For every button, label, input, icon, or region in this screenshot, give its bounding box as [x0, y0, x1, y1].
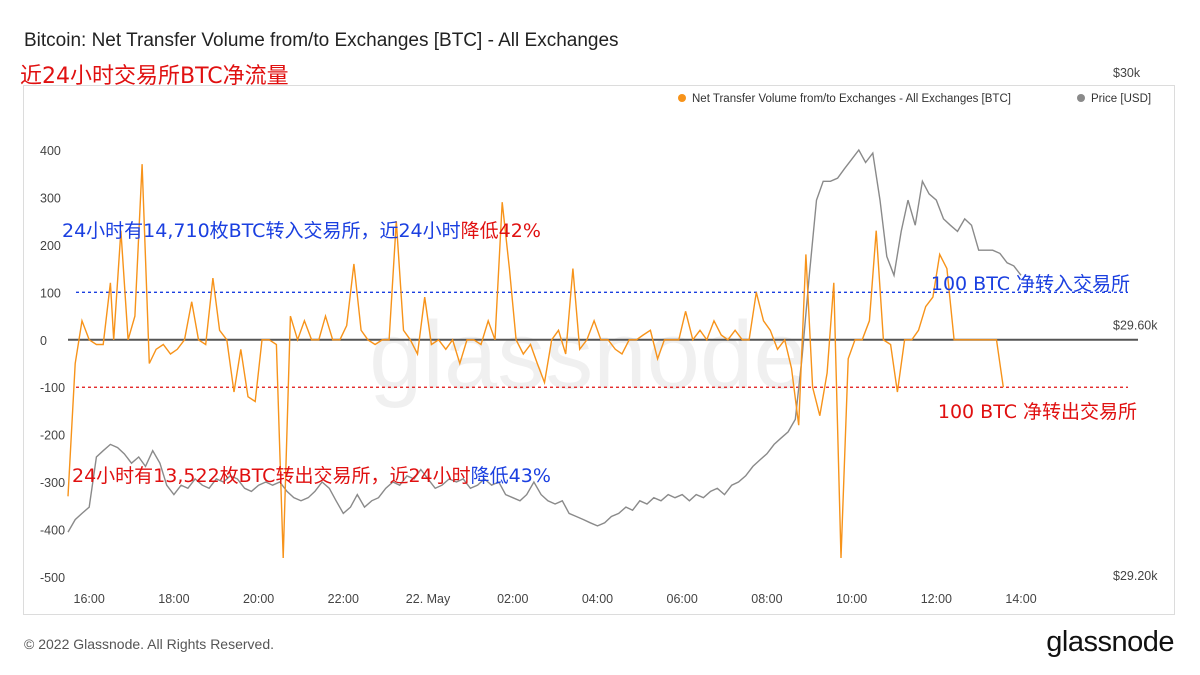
outflow-annotation-part2: 降低43%: [471, 465, 551, 487]
x-tick-label: 16:00: [74, 592, 105, 606]
y-tick-label: -500: [40, 571, 65, 585]
copyright-text: © 2022 Glassnode. All Rights Reserved.: [24, 636, 275, 652]
price-tick-label: $29.20k: [1113, 569, 1158, 583]
y-tick-label: 100: [40, 286, 61, 300]
legend-label-volume: Net Transfer Volume from/to Exchanges - …: [692, 93, 1011, 105]
legend-dot-volume: [678, 94, 686, 102]
inflow-annotation-part1: 24小时有14,710枚BTC转入交易所，近24小时: [62, 220, 461, 242]
legend-label-price: Price [USD]: [1091, 93, 1152, 105]
legend-dot-price: [1077, 94, 1085, 102]
y-tick-label: 300: [40, 191, 61, 205]
inflow-annotation-part2: 降低42%: [461, 220, 541, 242]
outflow-annotation: 24小时有13,522枚BTC转出交易所，近24小时降低43%: [72, 465, 551, 487]
y-tick-label: 400: [40, 144, 61, 158]
price-series-line: [67, 148, 1022, 533]
x-tick-label: 06:00: [667, 592, 698, 606]
chart-title: Bitcoin: Net Transfer Volume from/to Exc…: [24, 30, 619, 51]
inflow-threshold-label: 100 BTC 净转入交易所: [931, 273, 1130, 295]
legend-item-price[interactable]: Price [USD]: [1077, 93, 1151, 105]
volume-series-line: [67, 164, 1004, 559]
chart-subtitle: 近24小时交易所BTC净流量: [20, 64, 289, 89]
x-tick-label: 12:00: [921, 592, 952, 606]
watermark-text: glassnode: [369, 302, 807, 409]
x-tick-label: 08:00: [751, 592, 782, 606]
outflow-threshold-label: 100 BTC 净转出交易所: [938, 401, 1137, 423]
y-tick-label: -100: [40, 381, 65, 395]
y-tick-label: 200: [40, 239, 61, 253]
y-tick-label: -400: [40, 524, 65, 538]
outflow-annotation-part1: 24小时有13,522枚BTC转出交易所，近24小时: [72, 465, 471, 487]
price-tick-label: $30k: [1113, 66, 1141, 80]
x-tick-label: 14:00: [1005, 592, 1036, 606]
x-tick-label: 22:00: [328, 592, 359, 606]
y-tick-label: 0: [40, 334, 47, 348]
legend-item-volume[interactable]: Net Transfer Volume from/to Exchanges - …: [678, 93, 1011, 105]
x-tick-label: 02:00: [497, 592, 528, 606]
x-tick-label: 10:00: [836, 592, 867, 606]
x-tick-label: 18:00: [158, 592, 189, 606]
x-tick-label: 04:00: [582, 592, 613, 606]
x-tick-label: 20:00: [243, 592, 274, 606]
y-tick-label: -300: [40, 476, 65, 490]
y-tick-label: -200: [40, 429, 65, 443]
x-tick-label: 22. May: [406, 592, 451, 606]
chart-frame: [23, 85, 1175, 615]
brand-logo: glassnode: [1046, 626, 1174, 658]
price-tick-label: $29.60k: [1113, 318, 1158, 332]
inflow-annotation: 24小时有14,710枚BTC转入交易所，近24小时降低42%: [62, 220, 541, 242]
